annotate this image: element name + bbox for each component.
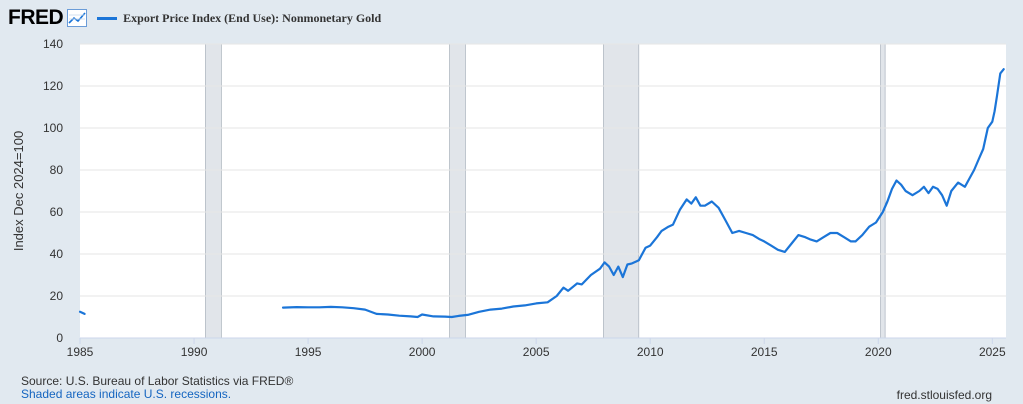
y-tick-label: 40 [50,247,64,261]
y-axis-title: Index Dec 2024=100 [11,131,26,251]
y-tick-label: 120 [43,79,63,93]
recession-note[interactable]: Shaded areas indicate U.S. recessions. [21,387,232,401]
y-tick-label: 0 [56,331,63,345]
series-line [78,310,86,315]
y-tick-label: 60 [50,205,64,219]
x-tick-label: 2020 [865,345,892,359]
x-tick-label: 2000 [409,345,436,359]
x-tick-label: 1990 [181,345,208,359]
recession-band [603,43,640,339]
chart-header: FRED Export Price Index (End Use): Nonmo… [8,6,381,30]
y-tick-label: 140 [43,37,63,51]
site-link[interactable]: fred.stlouisfed.org [896,388,992,402]
plot-area [80,44,1006,338]
recession-band [880,43,886,339]
x-tick-label: 1995 [295,345,322,359]
x-tick-label: 2015 [751,345,778,359]
legend-swatch [97,16,118,20]
y-tick-label: 80 [50,163,64,177]
y-tick-label: 20 [50,289,64,303]
chart-footer: Source: U.S. Bureau of Labor Statistics … [21,375,293,401]
legend-series-label: Export Price Index (End Use): Nonmonetar… [123,10,382,25]
line-chart: 0 20 40 60 80 100 120 140 1985 1990 1995 2000 2005 20… [11,37,1006,359]
series-line [281,68,1005,319]
x-tick-label: 2025 [979,345,1006,359]
x-tick-label: 2010 [637,345,664,359]
source-note: Source: U.S. Bureau of Labor Statistics … [21,374,294,388]
y-tick-label: 100 [43,121,63,135]
x-tick-label: 1985 [67,345,94,359]
fred-logo[interactable]: FRED [8,6,64,29]
chart-line-icon [67,9,88,27]
recession-band [205,43,222,339]
x-tick-label: 2005 [523,345,550,359]
chart-legend: Export Price Index (End Use): Nonmonetar… [97,11,381,26]
recession-band [449,43,466,339]
